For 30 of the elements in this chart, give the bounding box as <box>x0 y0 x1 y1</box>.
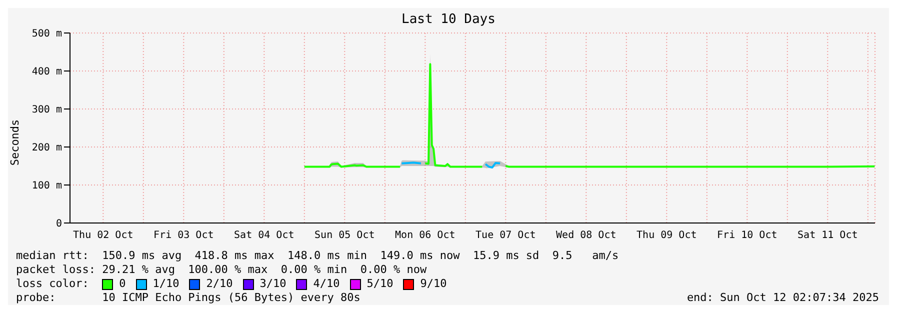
x-tick-label: Sat 11 Oct <box>798 230 858 242</box>
legend-label: 5/10 <box>366 277 394 291</box>
legend-label: 2/10 <box>205 277 233 291</box>
legend-label: 3/10 <box>258 277 286 291</box>
x-tick-label: Fri 03 Oct <box>154 230 214 242</box>
y-axis-title: Seconds <box>8 118 22 166</box>
x-tick-label: Sat 04 Oct <box>234 230 294 242</box>
x-tick-label: Mon 06 Oct <box>395 230 456 242</box>
text: median rtt: 150.9 ms avg 418.8 ms max 148.0 ms min 149.0 ms now 15.9 ms sd 9.5 am/s <box>16 249 620 263</box>
x-tick-label: Thu 02 Oct <box>73 230 134 242</box>
legend-label: 1/10 <box>152 277 180 291</box>
y-tick-label: 500 m <box>32 28 62 40</box>
x-tick-label: Fri 10 Oct <box>717 230 778 242</box>
legend-label: 9/10 <box>419 277 447 291</box>
text: end: Sun Oct 12 02:07:34 2025 <box>686 291 879 305</box>
y-tick-label: 0 <box>56 218 62 230</box>
legend-title: loss color: <box>16 277 90 291</box>
chart-title: Last 10 Days <box>400 11 496 27</box>
x-tick-label: Sun 05 Oct <box>314 230 375 242</box>
x-tick-label: Wed 08 Oct <box>556 230 616 242</box>
text: probe: 10 ICMP Echo Pings (56 Bytes) every 80s <box>16 291 360 305</box>
x-tick-label: Tue 07 Oct <box>476 230 536 242</box>
x-tick-label: Thu 09 Oct <box>636 230 697 242</box>
y-tick-label: 200 m <box>32 142 62 154</box>
y-tick-label: 300 m <box>32 104 62 116</box>
text: packet loss: 29.21 % avg 100.00 % max 0.00 % min 0.00 % now <box>16 263 428 277</box>
y-tick-label: 400 m <box>32 66 62 78</box>
legend-label: 4/10 <box>312 277 340 291</box>
y-tick-label: 100 m <box>32 180 62 192</box>
legend-label: 0 <box>118 277 126 291</box>
